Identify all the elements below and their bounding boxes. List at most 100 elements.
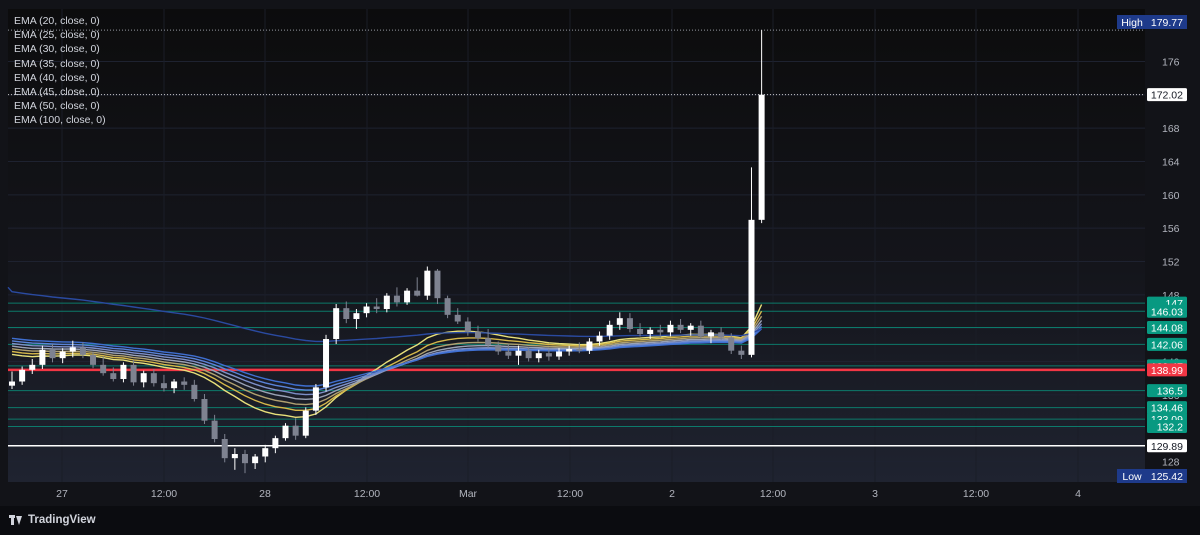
candle-body[interactable] — [626, 318, 633, 330]
candle-body[interactable] — [606, 324, 613, 336]
legend-item[interactable]: EMA (40, close, 0) — [14, 71, 100, 84]
candle-body[interactable] — [525, 350, 532, 359]
candle-body[interactable] — [505, 351, 512, 356]
candle-body[interactable] — [677, 324, 684, 330]
candle-body[interactable] — [464, 321, 471, 332]
candle-body[interactable] — [556, 351, 563, 357]
candle-body[interactable] — [414, 290, 421, 296]
candle-body[interactable] — [728, 337, 735, 351]
candle-body[interactable] — [576, 349, 583, 351]
y-tick-label: 160 — [1162, 190, 1180, 202]
candle-body[interactable] — [373, 306, 380, 310]
candle-body[interactable] — [333, 308, 340, 340]
candle-body[interactable] — [59, 351, 66, 359]
candle-body[interactable] — [9, 381, 15, 386]
candle-body[interactable] — [687, 325, 694, 330]
x-tick-label: 12:00 — [760, 488, 786, 500]
hilo-value-bg — [1147, 469, 1187, 483]
hilo-tag-bg — [1117, 469, 1147, 483]
legend-item[interactable]: EMA (20, close, 0) — [14, 15, 100, 27]
candle-body[interactable] — [120, 364, 127, 380]
candle-body[interactable] — [150, 373, 157, 384]
price-level-badge: 132.2 — [1157, 422, 1183, 434]
candle-body[interactable] — [79, 347, 86, 355]
candle-body[interactable] — [160, 383, 167, 389]
candle-body[interactable] — [485, 338, 492, 345]
candle-body[interactable] — [130, 364, 137, 383]
legend-item[interactable]: EMA (45, close, 0) — [14, 86, 100, 99]
candle-body[interactable] — [535, 353, 542, 359]
candle-body[interactable] — [140, 373, 147, 383]
candlestick-chart[interactable]: 1281321361401441481521561601641681721762… — [0, 0, 1200, 506]
candle-body[interactable] — [383, 295, 390, 310]
candle-body[interactable] — [323, 339, 330, 388]
candle-body[interactable] — [262, 448, 269, 457]
candle-body[interactable] — [404, 290, 411, 303]
candle-body[interactable] — [616, 318, 623, 325]
candle-body[interactable] — [272, 438, 279, 449]
candle-body[interactable] — [312, 387, 319, 411]
legend-item[interactable]: EMA (100, close, 0) — [14, 114, 106, 127]
candle-body[interactable] — [343, 308, 350, 320]
last-price-badge: 172.02 — [1151, 90, 1183, 102]
candle-body[interactable] — [19, 369, 26, 382]
candle-body[interactable] — [211, 420, 218, 440]
candle-body[interactable] — [201, 399, 208, 421]
candle-body[interactable] — [100, 364, 107, 374]
candle-body[interactable] — [474, 331, 481, 339]
candle-body[interactable] — [758, 94, 765, 220]
candle-body[interactable] — [282, 425, 289, 439]
candle-body[interactable] — [39, 349, 46, 365]
candle-body[interactable] — [586, 341, 593, 351]
candle-body[interactable] — [515, 350, 522, 356]
candle-body[interactable] — [353, 313, 360, 320]
candle-body[interactable] — [667, 324, 674, 333]
candle-body[interactable] — [707, 332, 714, 337]
candle-body[interactable] — [221, 439, 228, 459]
candle-body[interactable] — [637, 329, 644, 335]
legend-item[interactable]: EMA (30, close, 0) — [14, 43, 100, 56]
legend-item[interactable]: EMA (35, close, 0) — [14, 57, 100, 70]
candle-body[interactable] — [596, 335, 603, 342]
candle-body[interactable] — [191, 384, 198, 400]
candle-body[interactable] — [393, 295, 400, 303]
candle-body[interactable] — [181, 381, 188, 385]
candle-body[interactable] — [69, 347, 76, 352]
candle-body[interactable] — [718, 332, 725, 338]
candle-body[interactable] — [748, 219, 755, 355]
candle-body[interactable] — [110, 373, 117, 380]
candle-body[interactable] — [495, 344, 502, 352]
candle-body[interactable] — [231, 454, 238, 459]
candle-body[interactable] — [566, 349, 573, 352]
candle-body[interactable] — [171, 381, 178, 389]
candle-body[interactable] — [241, 454, 248, 464]
candle-body[interactable] — [647, 329, 654, 335]
hilo-value-bg — [1147, 15, 1187, 29]
last-price-badge-bg — [1147, 88, 1187, 102]
candle-body[interactable] — [363, 306, 370, 314]
candle-body[interactable] — [434, 270, 441, 299]
ema-line — [11, 328, 763, 387]
hilo-value-label: 179.77 — [1151, 17, 1183, 29]
candle-body[interactable] — [657, 329, 664, 333]
legend-item[interactable]: EMA (25, close, 0) — [14, 29, 100, 42]
candle-body[interactable] — [697, 325, 704, 337]
legend-item[interactable]: EMA (50, close, 0) — [14, 100, 100, 113]
brand[interactable]: TradingView — [9, 514, 96, 526]
y-tick-label: 164 — [1162, 157, 1180, 169]
candle-body[interactable] — [302, 410, 309, 436]
price-level-badge-bg — [1147, 337, 1187, 351]
candle-body[interactable] — [292, 425, 299, 436]
price-level-badge: 129.89 — [1151, 441, 1183, 453]
plot-area[interactable] — [8, 9, 1145, 482]
candle-body[interactable] — [424, 270, 431, 296]
candle-body[interactable] — [444, 298, 451, 315]
candle-body[interactable] — [545, 353, 552, 357]
candle-body[interactable] — [29, 364, 36, 370]
ema-line — [11, 323, 763, 396]
candle-body[interactable] — [252, 456, 259, 464]
candle-body[interactable] — [90, 354, 97, 365]
candle-body[interactable] — [454, 314, 461, 322]
candle-body[interactable] — [49, 349, 56, 359]
candle-body[interactable] — [738, 350, 745, 355]
